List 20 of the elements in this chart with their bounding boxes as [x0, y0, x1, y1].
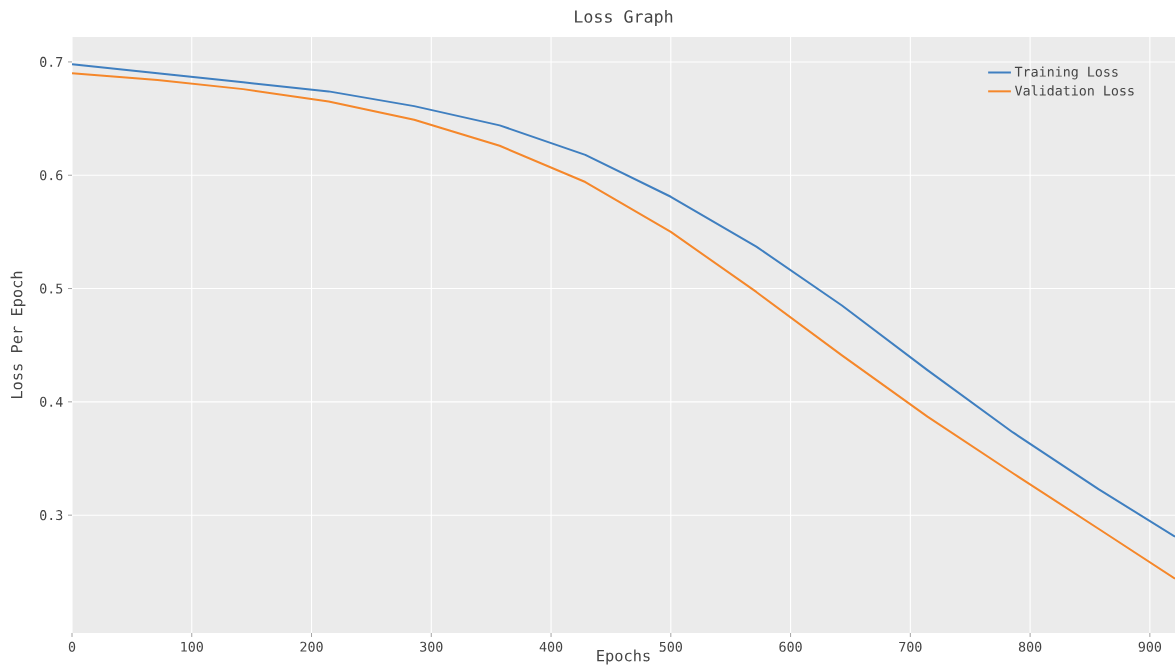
- x-tick-label: 0: [68, 641, 76, 652]
- x-tick-label: 800: [1018, 641, 1042, 652]
- legend-label: Validation Loss: [1014, 85, 1134, 96]
- chart-title: Loss Graph: [575, 9, 673, 27]
- x-tick-label: 200: [300, 641, 323, 652]
- x-tick-label: 600: [779, 641, 802, 652]
- x-tick-label: 400: [539, 641, 563, 652]
- x-tick-label: 300: [420, 641, 443, 652]
- x-tick-label: 700: [899, 641, 922, 652]
- y-axis-title: Loss Per Epoch: [10, 271, 26, 399]
- y-tick-label: 0.7: [40, 56, 63, 67]
- x-tick-label: 900: [1138, 641, 1162, 652]
- y-tick-label: 0.6: [40, 170, 63, 181]
- y-tick-label: 0.3: [40, 510, 63, 521]
- x-axis-title: Epochs: [597, 649, 650, 665]
- y-tick-label: 0.4: [40, 396, 63, 407]
- x-tick-label: 500: [659, 641, 682, 652]
- y-tick-label: 0.5: [40, 283, 63, 294]
- x-tick-label: 100: [181, 641, 203, 652]
- legend-label: Training Loss: [1014, 66, 1118, 80]
